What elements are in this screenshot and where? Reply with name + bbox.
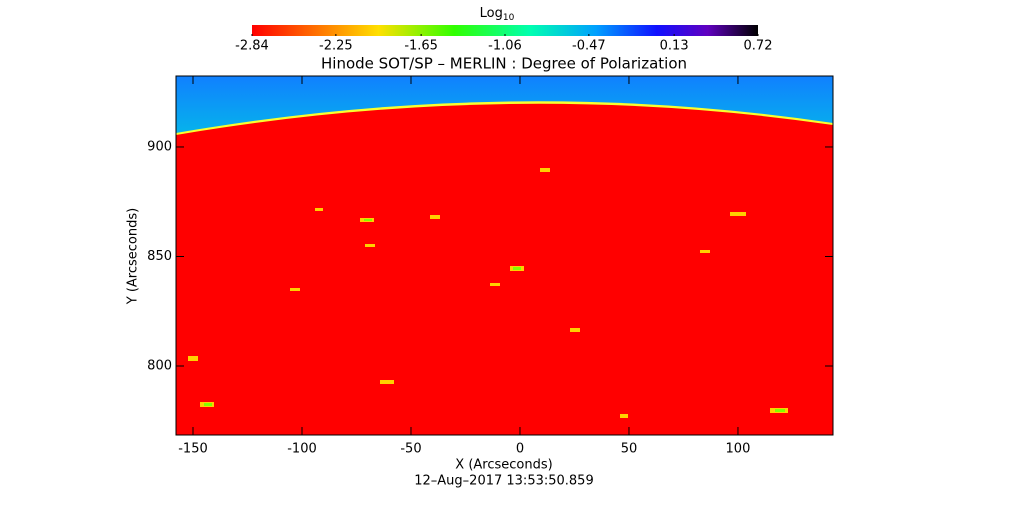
- colorbar-tick-label: -1.06: [488, 39, 522, 54]
- colorbar: [252, 25, 758, 36]
- colorbar-label: Log10: [480, 6, 515, 23]
- y-tick-label: 850: [147, 249, 172, 264]
- y-tick-label: 800: [147, 359, 172, 374]
- colorbar-tick-label: -2.84: [235, 39, 269, 54]
- colorbar-tick-label: 0.13: [660, 39, 689, 54]
- subtitle: 12–Aug–2017 13:53:50.859: [414, 474, 593, 489]
- x-tick-label: 100: [726, 442, 751, 457]
- y-axis-label: Y (Arcseconds): [126, 208, 141, 305]
- chart-title: Hinode SOT/SP – MERLIN : Degree of Polar…: [321, 55, 687, 73]
- x-tick-label: 50: [621, 442, 638, 457]
- x-tick-label: -150: [178, 442, 208, 457]
- x-axis-label: X (Arcseconds): [455, 458, 552, 473]
- disk: [176, 103, 833, 435]
- strong-points: [204, 219, 785, 412]
- x-tick-label: 0: [516, 442, 524, 457]
- plot-frame: [175, 75, 834, 436]
- colorbar-tick-label: -0.47: [572, 39, 606, 54]
- x-tick-label: -50: [400, 442, 421, 457]
- colorbar-tick-label: -2.25: [319, 39, 353, 54]
- x-tick-label: -100: [287, 442, 317, 457]
- y-tick-label: 900: [147, 139, 172, 154]
- colorbar-tick-label: -1.65: [404, 39, 438, 54]
- image: [176, 76, 833, 435]
- colorbar-tick-label: 0.72: [744, 39, 773, 54]
